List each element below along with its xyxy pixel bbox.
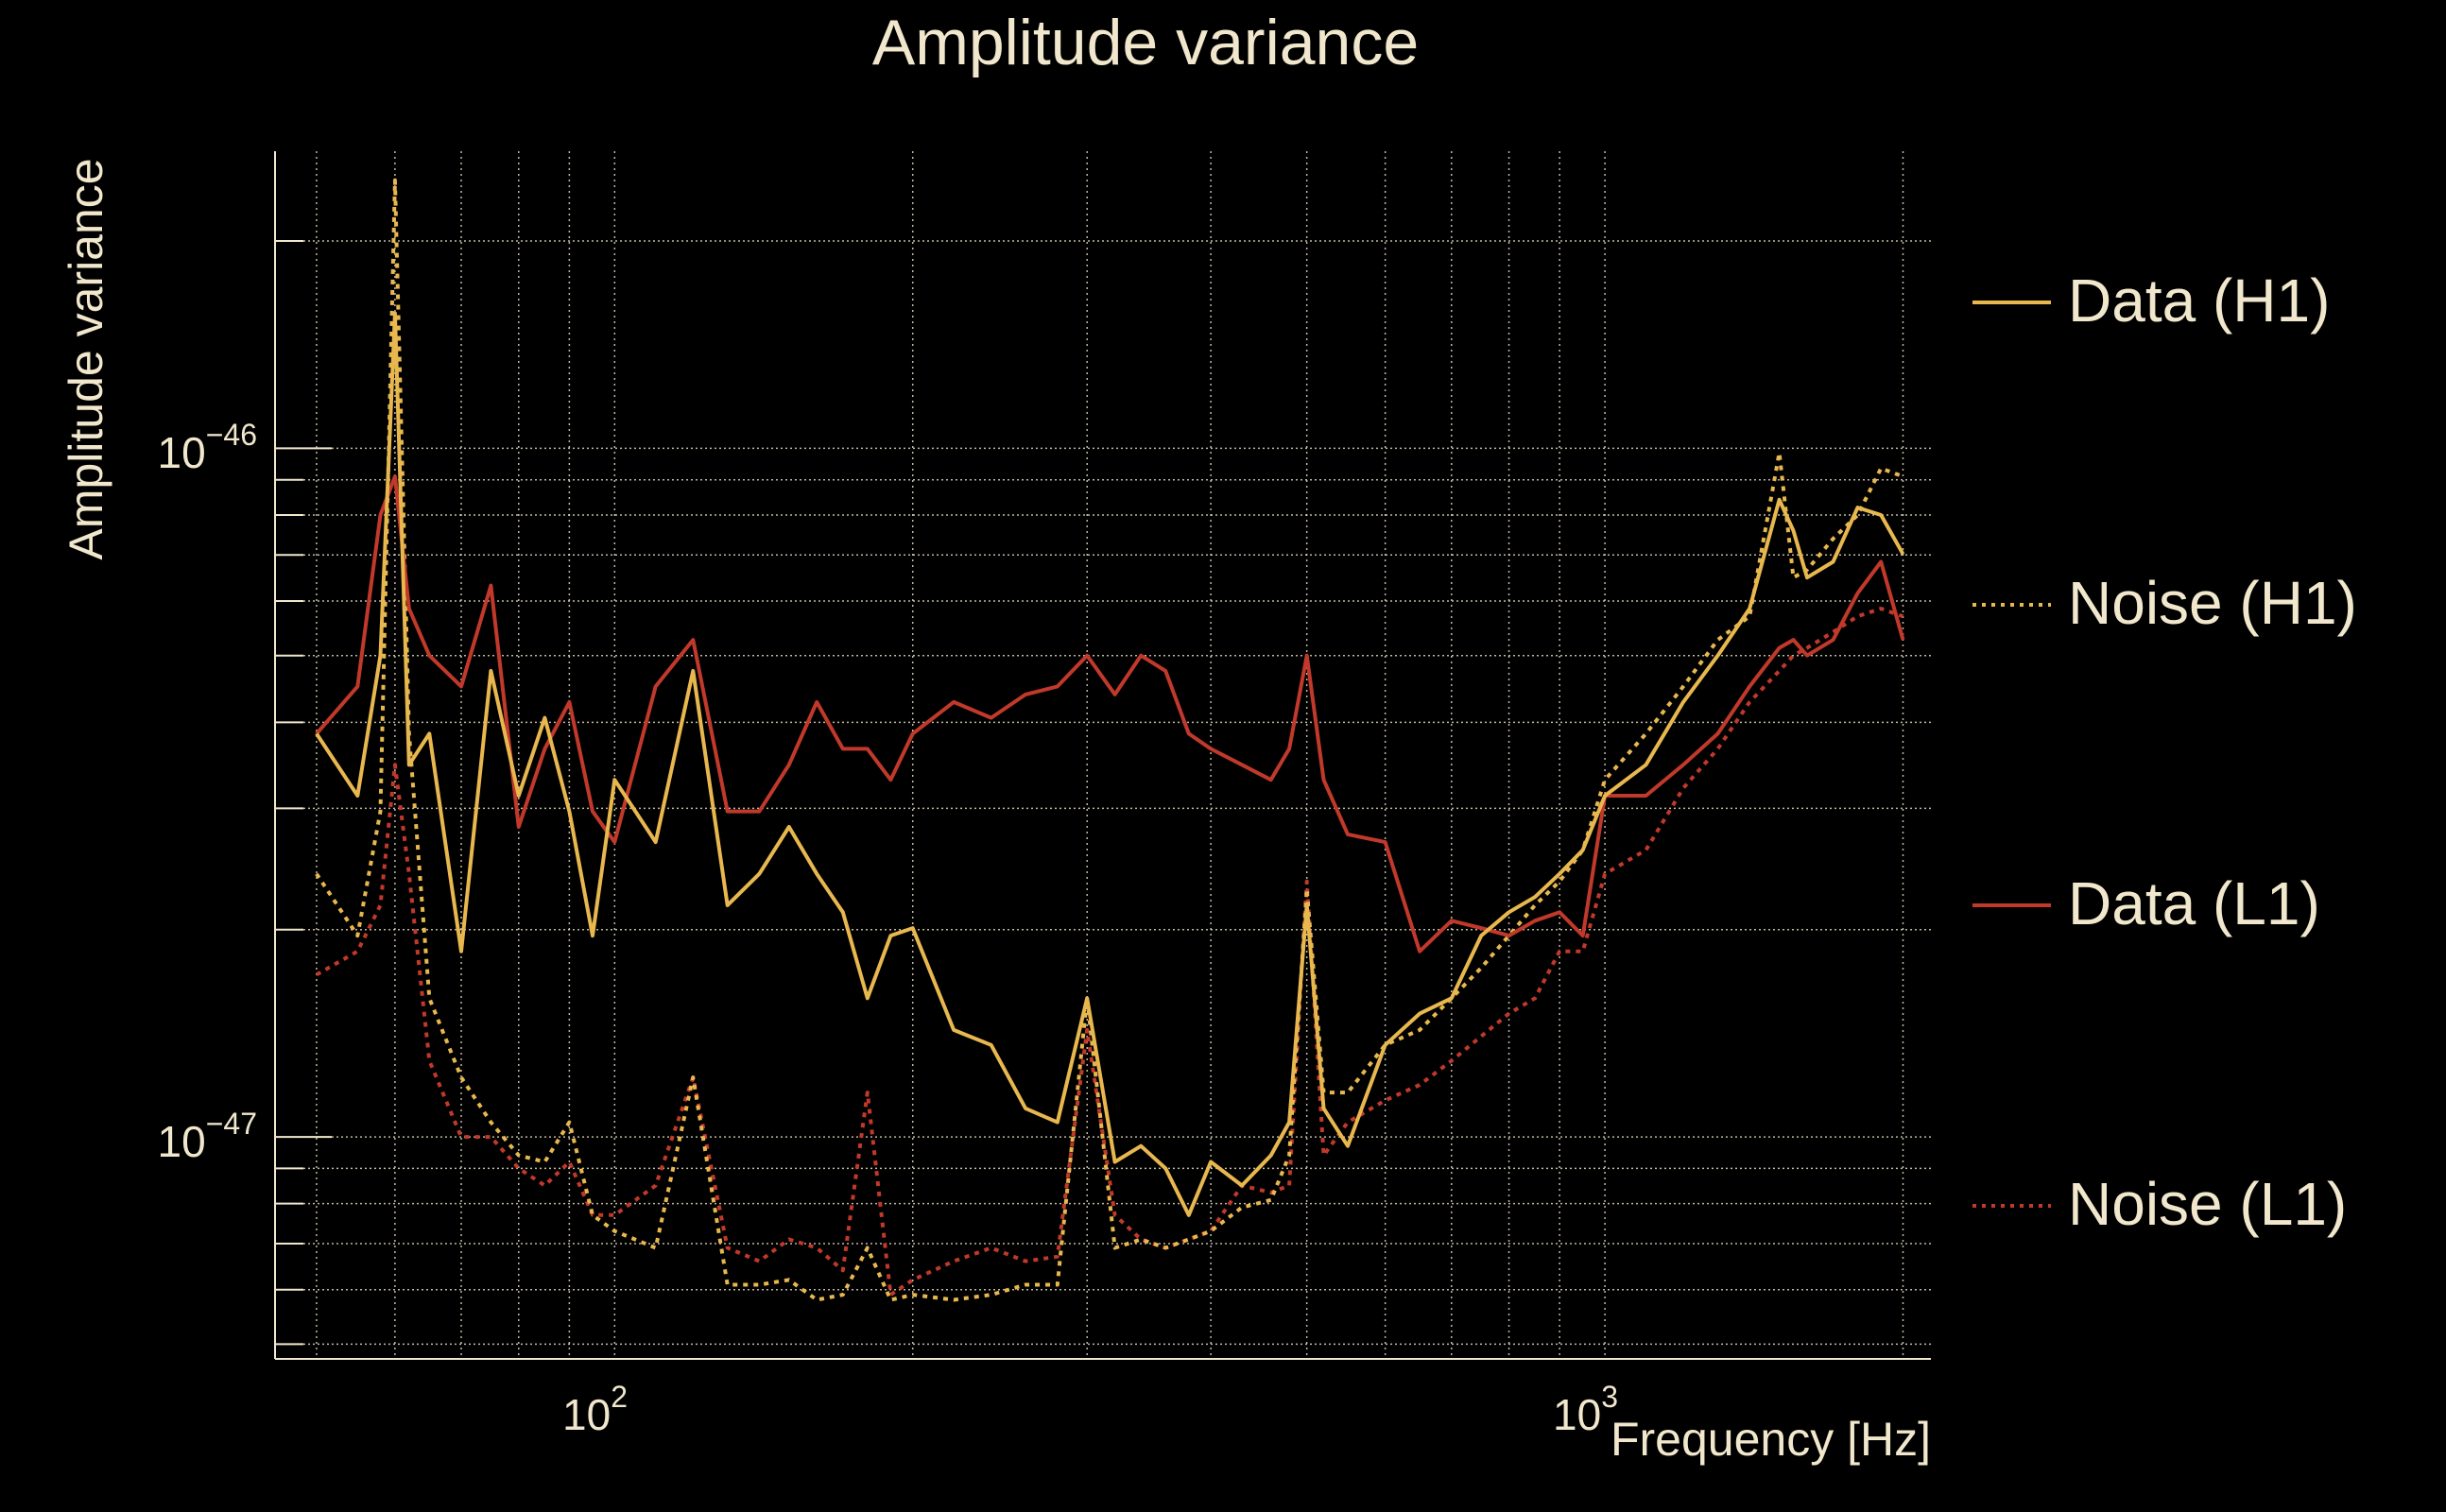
legend-item-data-l1: Data (L1) — [1972, 869, 2320, 937]
y-axis-label: Amplitude variance — [60, 158, 112, 559]
y-tick-base: 10 — [158, 428, 206, 477]
axes — [274, 151, 1931, 1360]
x-tick-exp: 3 — [1601, 1380, 1618, 1414]
legend-item-data-h1: Data (H1) — [1972, 266, 2330, 335]
legend-item-noise-h1: Noise (H1) — [1972, 569, 2357, 637]
legend-label: Data (L1) — [2068, 869, 2320, 937]
legend-item-noise-l1: Noise (L1) — [1972, 1170, 2347, 1238]
x-tick-label: 103 — [1553, 1380, 1618, 1439]
svg-text:10−46: 10−46 — [158, 418, 257, 477]
svg-text:10−47: 10−47 — [158, 1107, 257, 1166]
y-tick-base: 10 — [158, 1117, 206, 1166]
grid — [275, 151, 1931, 1359]
svg-text:102: 102 — [562, 1380, 628, 1439]
series-lines — [315, 178, 1905, 1302]
legend: Data (H1) Noise (H1) Data (L1) Noise (L1… — [1972, 266, 2357, 1238]
series-line-data-h1 — [315, 311, 1905, 1217]
legend-label: Data (H1) — [2068, 266, 2330, 335]
chart-title: Amplitude variance — [872, 7, 1419, 78]
series-line-data-l1 — [315, 474, 1905, 954]
x-tick-label: 102 — [562, 1380, 628, 1439]
y-tick-exp: −47 — [206, 1107, 257, 1141]
legend-label: Noise (H1) — [2068, 569, 2357, 637]
series-line-noise-l1 — [315, 607, 1904, 1297]
legend-label: Noise (L1) — [2068, 1170, 2347, 1238]
y-tick-exp: −46 — [206, 418, 257, 452]
y-tick-label: 10−47 — [158, 1107, 257, 1166]
x-axis-label: Frequency [Hz] — [1611, 1413, 1931, 1466]
x-tick-base: 10 — [1553, 1390, 1601, 1439]
svg-text:103: 103 — [1553, 1380, 1618, 1439]
x-tick-base: 10 — [562, 1390, 611, 1439]
x-tick-exp: 2 — [611, 1380, 628, 1414]
y-tick-label: 10−46 — [158, 418, 257, 477]
